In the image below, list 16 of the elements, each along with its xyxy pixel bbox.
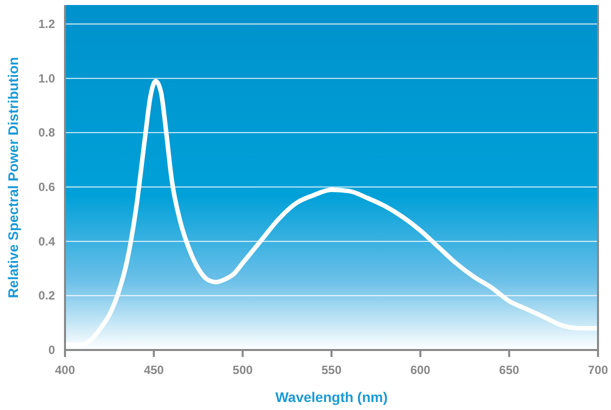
y-tick-label: 0.6: [38, 180, 56, 194]
x-tick-label: 400: [54, 363, 76, 377]
x-tick-label: 500: [232, 363, 253, 377]
x-tick-label: 700: [588, 363, 608, 377]
x-tick-label: 450: [144, 363, 164, 377]
y-tick-label: 0: [48, 343, 56, 357]
y-tick-label: 1.2: [38, 17, 56, 32]
y-tick-label: 1.0: [38, 71, 56, 86]
x-axis-title: Wavelength (nm): [275, 389, 388, 405]
x-tick-label: 600: [410, 363, 431, 377]
y-tick-label: 0.4: [38, 234, 56, 248]
x-tick-label: 650: [499, 363, 520, 377]
y-tick-label: 0.8: [38, 126, 56, 140]
y-axis-title: Relative Spectral Power Distribution: [5, 56, 21, 298]
y-tick-label: 0.2: [38, 288, 56, 303]
x-tick-label: 550: [321, 363, 342, 377]
